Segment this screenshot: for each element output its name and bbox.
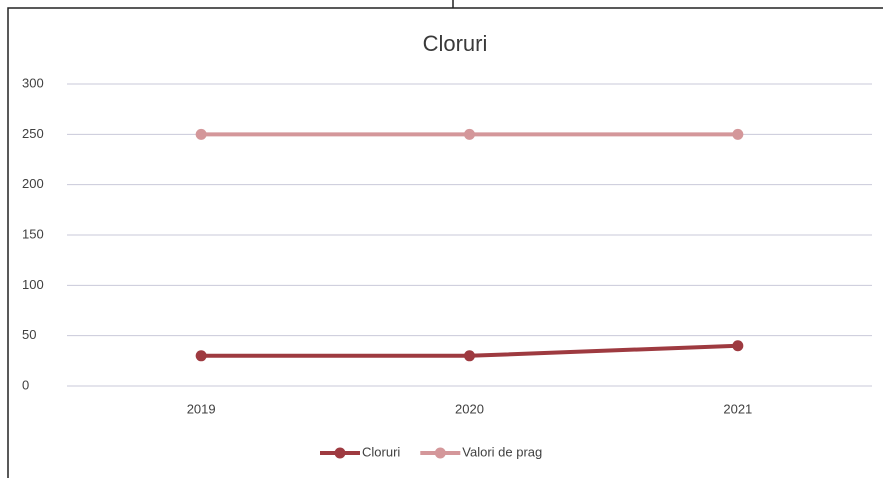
legend-marker — [434, 447, 446, 459]
data-point — [732, 340, 744, 352]
y-tick-label: 200 — [22, 176, 44, 191]
legend-label: Cloruri — [362, 444, 400, 459]
y-tick-label: 0 — [22, 377, 29, 392]
y-tick-label: 250 — [22, 126, 44, 141]
y-tick-label: 100 — [22, 277, 44, 292]
data-point — [195, 128, 207, 140]
data-point — [464, 128, 475, 140]
y-tick-label: 150 — [22, 226, 44, 241]
y-tick-label: 300 — [22, 75, 44, 90]
x-tick-label: 2021 — [723, 401, 752, 416]
data-point — [464, 350, 475, 362]
legend-label: Valori de prag — [462, 444, 542, 459]
frame — [7, 7, 883, 478]
data-point — [732, 128, 744, 140]
data-point — [195, 350, 207, 362]
x-tick-label: 2019 — [187, 401, 216, 416]
y-tick-label: 50 — [22, 327, 36, 342]
chart-title: Cloruri — [423, 31, 488, 56]
x-tick-label: 2020 — [455, 401, 484, 416]
legend-marker — [334, 447, 346, 459]
